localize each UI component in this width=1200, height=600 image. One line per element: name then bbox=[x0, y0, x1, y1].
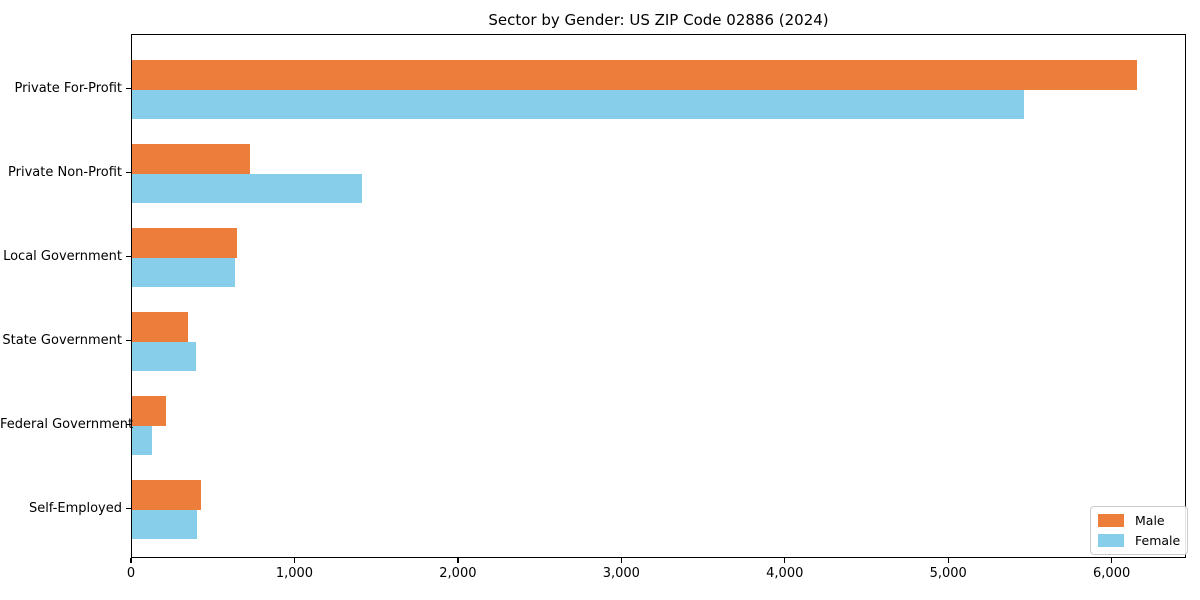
bar-male-private-for-profit bbox=[132, 60, 1138, 90]
x-tick-label-4-000: 4,000 bbox=[766, 566, 804, 581]
x-tick-mark bbox=[1111, 558, 1113, 563]
y-tick-label-private-for-profit: Private For-Profit bbox=[14, 80, 122, 96]
bar-female-federal-government bbox=[132, 425, 153, 455]
x-tick-label-2-000: 2,000 bbox=[439, 566, 477, 581]
y-tick-mark bbox=[126, 508, 131, 510]
x-tick-label-5-000: 5,000 bbox=[929, 566, 967, 581]
legend-item-male: Male bbox=[1098, 513, 1180, 528]
legend-label-female: Female bbox=[1135, 533, 1181, 548]
bar-male-state-government bbox=[132, 312, 189, 342]
x-tick-label-3-000: 3,000 bbox=[602, 566, 640, 581]
y-tick-mark bbox=[126, 172, 131, 174]
bar-female-local-government bbox=[132, 257, 235, 287]
bar-female-private-non-profit bbox=[132, 173, 363, 203]
legend-swatch-female bbox=[1098, 534, 1124, 547]
y-tick-mark bbox=[126, 88, 131, 90]
y-tick-label-private-non-profit: Private Non-Profit bbox=[8, 164, 122, 180]
bars-layer bbox=[132, 35, 1185, 557]
legend-label-male: Male bbox=[1135, 513, 1165, 528]
x-tick-label-6-000: 6,000 bbox=[1093, 566, 1131, 581]
bar-male-self-employed bbox=[132, 480, 201, 510]
plot-area bbox=[131, 34, 1186, 558]
x-tick-mark bbox=[620, 558, 622, 563]
x-tick-label-0: 0 bbox=[126, 566, 136, 581]
x-tick-mark bbox=[457, 558, 459, 563]
legend-item-female: Female bbox=[1098, 533, 1180, 548]
x-tick-mark bbox=[293, 558, 296, 563]
bar-male-local-government bbox=[132, 228, 238, 258]
legend: Male Female bbox=[1090, 506, 1189, 555]
y-tick-label-state-government: State Government bbox=[2, 332, 122, 348]
y-tick-label-local-government: Local Government bbox=[3, 248, 122, 264]
x-tick-label-1-000: 1,000 bbox=[275, 566, 314, 581]
y-tick-mark bbox=[126, 256, 131, 258]
y-tick-mark bbox=[126, 424, 131, 426]
legend-swatch-male bbox=[1098, 514, 1124, 527]
chart-title: Sector by Gender: US ZIP Code 02886 (202… bbox=[488, 11, 829, 29]
x-tick-mark bbox=[130, 558, 132, 563]
bar-male-federal-government bbox=[132, 396, 167, 426]
y-tick-label-self-employed: Self-Employed bbox=[28, 500, 122, 516]
bar-female-state-government bbox=[132, 341, 196, 371]
x-tick-mark bbox=[784, 558, 786, 563]
y-tick-label-federal-government: Federal Government bbox=[0, 416, 134, 432]
bar-female-self-employed bbox=[132, 509, 197, 539]
y-tick-mark bbox=[126, 340, 131, 342]
x-tick-mark bbox=[947, 558, 949, 563]
bar-male-private-non-profit bbox=[132, 144, 250, 174]
bar-female-private-for-profit bbox=[132, 89, 1025, 119]
